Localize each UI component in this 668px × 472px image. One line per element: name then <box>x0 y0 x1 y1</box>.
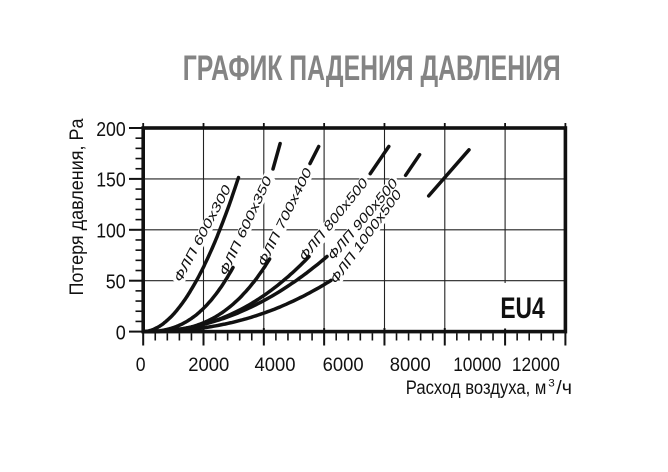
svg-text:/ч: /ч <box>556 378 572 399</box>
svg-text:6000: 6000 <box>323 354 364 376</box>
svg-text:ГРАФИК ПАДЕНИЯ ДАВЛЕНИЯ: ГРАФИК ПАДЕНИЯ ДАВЛЕНИЯ <box>183 49 561 88</box>
svg-text:Расход воздуха, м: Расход воздуха, м <box>406 378 547 399</box>
svg-text:0: 0 <box>136 354 146 376</box>
svg-text:2000: 2000 <box>188 354 229 376</box>
svg-text:3: 3 <box>548 377 555 389</box>
svg-text:10000: 10000 <box>453 354 501 376</box>
svg-text:0: 0 <box>116 322 126 344</box>
svg-text:150: 150 <box>96 170 126 192</box>
svg-text:200: 200 <box>96 119 126 141</box>
svg-text:Потеря давления, Pa: Потеря давления, Pa <box>67 118 88 295</box>
svg-text:8000: 8000 <box>390 354 431 376</box>
svg-text:EU4: EU4 <box>500 292 545 325</box>
svg-text:4000: 4000 <box>255 354 296 376</box>
svg-text:100: 100 <box>96 221 126 243</box>
svg-text:50: 50 <box>106 272 126 294</box>
svg-text:12000: 12000 <box>512 354 560 376</box>
